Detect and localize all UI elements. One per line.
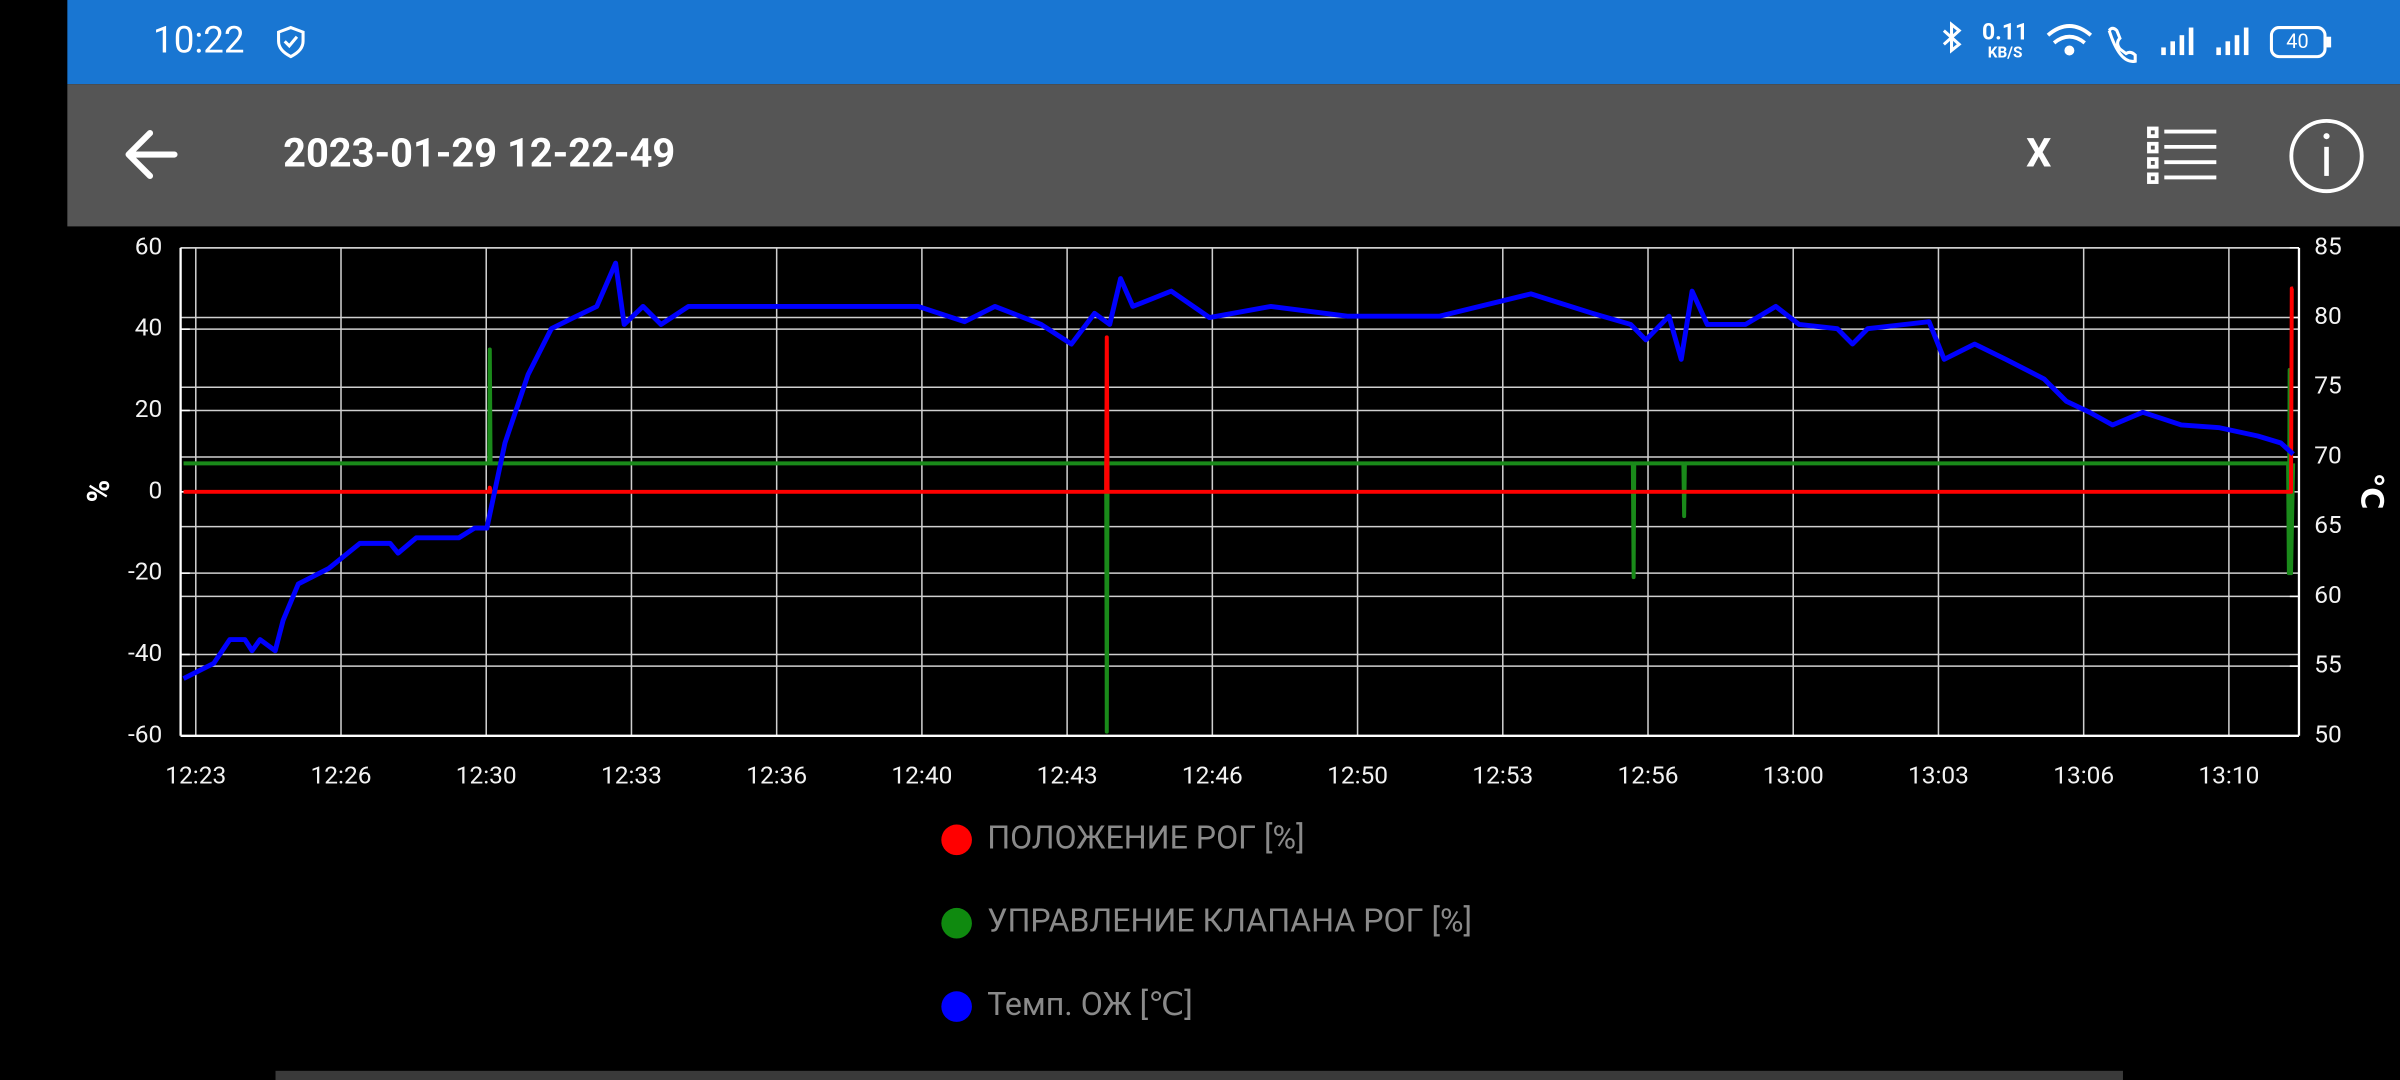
net-speed: 0.11 xyxy=(1982,19,2028,46)
y-tick-label: -40 xyxy=(128,638,162,667)
y-axis-label: % xyxy=(82,480,117,503)
x-tick-label: 13:00 xyxy=(1763,761,1824,790)
y2-tick-label: 85 xyxy=(2314,231,2342,260)
y2-tick-label: 55 xyxy=(2314,650,2342,679)
close-button[interactable]: X xyxy=(2026,130,2051,177)
x-tick-label: 12:36 xyxy=(746,761,807,790)
wifi-icon xyxy=(2046,24,2093,56)
series-line xyxy=(183,286,2294,494)
legend-label: ПОЛОЖЕНИЕ РОГ [%] xyxy=(987,818,1304,856)
battery-level: 40 xyxy=(2286,30,2308,53)
y-tick-label: 0 xyxy=(148,475,162,504)
legend-label: УПРАВЛЕНИЕ КЛАПАНА РОГ [%] xyxy=(987,902,1472,940)
y-tick-label: -60 xyxy=(128,719,162,748)
x-tick-label: 12:26 xyxy=(311,761,372,790)
legend-marker xyxy=(941,824,972,856)
x-tick-label: 12:43 xyxy=(1037,761,1098,790)
x-tick-label: 12:30 xyxy=(456,761,517,790)
legend-marker xyxy=(941,907,972,939)
y2-tick-label: 65 xyxy=(2314,510,2342,539)
toolbar-title: 2023-01-29 12-22-49 xyxy=(283,130,675,177)
x-tick-label: 12:33 xyxy=(601,761,662,790)
legend-label: Темп. ОЖ [℃] xyxy=(987,985,1193,1023)
y-tick-label: 20 xyxy=(135,394,163,423)
x-tick-label: 13:10 xyxy=(2198,761,2259,790)
list-button[interactable] xyxy=(2147,126,2217,184)
x-tick-label: 12:53 xyxy=(1472,761,1533,790)
call-icon xyxy=(2107,26,2137,63)
y-tick-label: 60 xyxy=(135,231,163,260)
y2-tick-label: 50 xyxy=(2314,719,2342,748)
x-tick-label: 12:50 xyxy=(1327,761,1388,790)
nav-bar xyxy=(275,1070,2123,1080)
battery-icon xyxy=(2269,26,2327,59)
y-tick-label: 40 xyxy=(135,313,163,342)
y-tick-label: -20 xyxy=(128,557,162,586)
x-tick-label: 13:03 xyxy=(1908,761,1969,790)
y2-tick-label: 60 xyxy=(2314,580,2342,609)
x-tick-label: 12:46 xyxy=(1182,761,1243,790)
y2-tick-label: 75 xyxy=(2314,371,2342,400)
info-button[interactable] xyxy=(2289,118,2364,194)
shield-icon xyxy=(277,25,305,59)
y2-tick-label: 70 xyxy=(2314,440,2342,469)
chart: -60 -40 -20 0 20 40 60 50 55 60 65 70 75 80 85 12:23 12:… xyxy=(82,231,2388,1023)
status-bar xyxy=(67,0,2400,85)
y2-tick-label: 80 xyxy=(2314,301,2342,330)
series-line xyxy=(183,347,2296,734)
bluetooth-icon xyxy=(1942,21,1962,54)
back-button[interactable] xyxy=(125,130,178,179)
x-tick-label: 12:56 xyxy=(1618,761,1679,790)
y2-axis-label: ℃ xyxy=(2353,473,2388,510)
status-time: 10:22 xyxy=(153,19,244,62)
series-line xyxy=(182,260,2295,681)
net-unit: KB/S xyxy=(1988,44,2023,62)
signal-icon xyxy=(2161,27,2249,56)
x-tick-label: 12:40 xyxy=(891,761,952,790)
info-dot xyxy=(2323,133,2330,140)
x-tick-label: 13:06 xyxy=(2053,761,2114,790)
x-tick-label: 12:23 xyxy=(165,761,226,790)
legend-marker xyxy=(941,991,972,1022)
toolbar xyxy=(67,84,2400,227)
battery-cap xyxy=(2326,36,2332,48)
